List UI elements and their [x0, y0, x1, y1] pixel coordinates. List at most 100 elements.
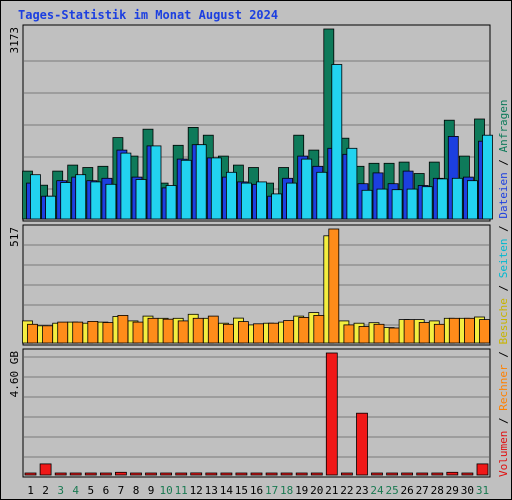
- y-max-label-middle: 517: [8, 227, 21, 247]
- bar-seiten-day-12: [195, 144, 207, 220]
- bar-rechner-day-28: [433, 323, 445, 344]
- bar-rechner-day-9: [147, 317, 159, 344]
- x-tick-label-day-8: 8: [133, 484, 140, 497]
- bar-volumen-day-29: [446, 471, 459, 476]
- bar-rechner-day-5: [87, 320, 99, 344]
- bar-rechner-day-4: [72, 321, 84, 344]
- x-tick-label-day-7: 7: [118, 484, 125, 497]
- chart-title: Tages-Statistik im Monat August 2024: [18, 8, 278, 22]
- legend-entry-anfragen: Anfragen: [497, 99, 510, 152]
- bar-volumen-day-5: [84, 472, 97, 476]
- bar-seiten-day-23: [361, 189, 373, 220]
- bar-seiten-day-17: [271, 193, 283, 220]
- x-tick-label-day-29: 29: [446, 484, 459, 497]
- bar-rechner-day-1: [27, 323, 38, 344]
- bar-volumen-day-11: [175, 472, 188, 476]
- bar-rechner-day-16: [253, 323, 264, 344]
- x-tick-label-day-4: 4: [72, 484, 79, 497]
- bar-volumen-day-1: [24, 472, 37, 476]
- legend-separator: /: [497, 152, 510, 172]
- bar-seiten-day-4: [75, 174, 87, 220]
- bar-volumen-day-19: [295, 472, 308, 476]
- bar-seiten-day-21: [331, 64, 343, 220]
- bar-rechner-day-2: [42, 325, 53, 344]
- x-tick-label-day-12: 12: [190, 484, 203, 497]
- x-tick-label-day-1: 1: [27, 484, 34, 497]
- bar-volumen-day-27: [416, 472, 429, 476]
- bar-volumen-day-28: [431, 472, 444, 476]
- bar-rechner-day-26: [403, 319, 415, 344]
- legend-separator: /: [497, 411, 510, 431]
- bar-seiten-day-30: [466, 180, 478, 220]
- bar-rechner-day-3: [57, 321, 69, 344]
- x-tick-label-day-23: 23: [355, 484, 368, 497]
- bar-seiten-day-28: [436, 178, 448, 220]
- bar-volumen-day-23: [356, 412, 368, 476]
- bar-rechner-day-18: [283, 320, 295, 344]
- x-tick-label-day-28: 28: [431, 484, 444, 497]
- bar-volumen-day-12: [190, 472, 203, 476]
- bar-rechner-day-20: [313, 314, 325, 344]
- bar-volumen-day-15: [235, 472, 248, 476]
- legend-entry-volumen: Volumen: [497, 431, 510, 477]
- bar-seiten-day-3: [60, 182, 72, 220]
- x-tick-label-day-11: 11: [175, 484, 188, 497]
- bar-rechner-day-6: [102, 322, 114, 344]
- bar-seiten-day-6: [105, 183, 117, 220]
- bar-volumen-day-3: [54, 472, 67, 476]
- bar-rechner-day-30: [463, 317, 475, 344]
- x-tick-label-day-24: 24: [370, 484, 384, 497]
- legend-separator: /: [497, 278, 510, 298]
- bar-seiten-day-13: [210, 157, 222, 220]
- bar-volumen-day-14: [220, 472, 233, 476]
- bar-volumen-day-25: [386, 472, 399, 476]
- bar-seiten-day-8: [135, 179, 147, 220]
- y-max-label-bottom: 4.60 GB: [8, 351, 21, 398]
- bar-rechner-day-13: [207, 315, 219, 344]
- x-tick-label-day-10: 10: [159, 484, 172, 497]
- legend-entry-seiten: Seiten: [497, 239, 510, 279]
- legend-separator: /: [497, 219, 510, 239]
- bar-rechner-day-10: [162, 318, 174, 344]
- bar-seiten-day-9: [150, 145, 162, 220]
- x-tick-label-day-2: 2: [42, 484, 49, 497]
- bar-rechner-day-12: [192, 317, 204, 344]
- bar-seiten-day-29: [451, 177, 463, 220]
- bar-volumen-day-8: [130, 472, 142, 476]
- bar-volumen-day-22: [340, 472, 353, 476]
- bar-seiten-day-26: [406, 188, 418, 220]
- bar-seiten-day-1: [30, 174, 41, 220]
- bar-volumen-day-20: [310, 472, 323, 476]
- bar-volumen-day-17: [265, 472, 278, 476]
- bar-seiten-day-27: [421, 186, 433, 220]
- bar-rechner-day-21: [328, 228, 340, 344]
- x-tick-label-day-16: 16: [250, 484, 263, 497]
- legend-entry-dateien: Dateien: [497, 172, 510, 218]
- bar-seiten-day-24: [376, 188, 388, 220]
- panel-bottom: [22, 348, 491, 478]
- x-tick-label-day-26: 26: [400, 484, 413, 497]
- bar-seiten-day-22: [346, 147, 358, 220]
- bar-seiten-day-14: [225, 171, 237, 220]
- bar-rechner-day-19: [298, 316, 310, 344]
- bar-volumen-day-24: [371, 472, 383, 476]
- bar-volumen-day-6: [100, 472, 112, 476]
- x-tick-label-day-14: 14: [220, 484, 234, 497]
- bar-volumen-day-7: [115, 471, 127, 476]
- x-tick-label-day-13: 13: [205, 484, 218, 497]
- bar-seiten-day-25: [391, 189, 403, 220]
- bar-volumen-day-10: [160, 472, 173, 476]
- x-tick-label-day-5: 5: [87, 484, 94, 497]
- bar-seiten-day-2: [45, 195, 56, 220]
- x-tick-label-day-6: 6: [103, 484, 110, 497]
- bar-rechner-day-14: [222, 323, 234, 344]
- bar-volumen-day-21: [325, 352, 338, 476]
- bar-rechner-day-29: [448, 317, 460, 344]
- bar-seiten-day-10: [165, 185, 177, 220]
- bar-seiten-day-19: [301, 158, 313, 220]
- legend-entry-besuche: Besuche: [497, 298, 510, 344]
- bar-rechner-day-25: [388, 327, 400, 344]
- x-tick-label-day-19: 19: [295, 484, 308, 497]
- x-tick-label-day-21: 21: [325, 484, 338, 497]
